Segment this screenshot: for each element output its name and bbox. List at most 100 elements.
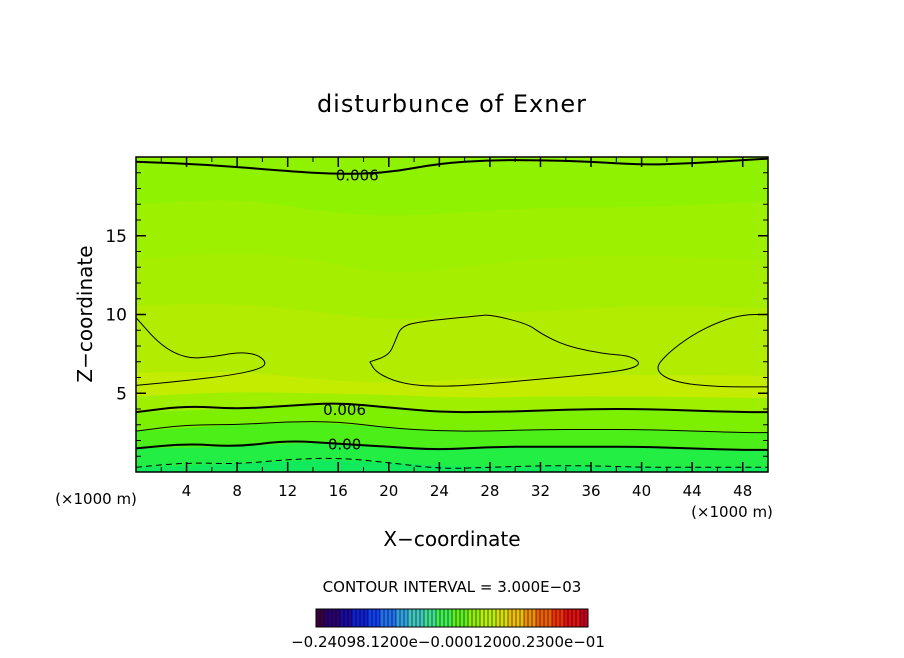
colorbar-swatch [352, 609, 357, 627]
colorbar-swatch [400, 609, 405, 627]
colorbar-swatch [432, 609, 437, 627]
y-tick-label: 15 [105, 227, 127, 247]
colorbar-swatch [472, 609, 477, 627]
x-tick-label: 4 [182, 482, 192, 500]
colorbar-swatch [380, 609, 385, 627]
colorbar-swatch [444, 609, 449, 627]
y-tick-label: 10 [105, 306, 127, 326]
contour-fills [136, 200, 768, 472]
contour-fill-band [136, 460, 768, 472]
contour-line [369, 314, 639, 387]
colorbar-swatch [520, 609, 525, 627]
colorbar-swatch [516, 609, 521, 627]
colorbar-swatch [572, 609, 577, 627]
chart-title: disturbunce of Exner [317, 90, 587, 118]
colorbar-swatch [540, 609, 545, 627]
colorbar-swatch [536, 609, 541, 627]
colorbar-swatch [500, 609, 505, 627]
contour-interval-text: CONTOUR INTERVAL = 3.000E−03 [323, 578, 582, 596]
colorbar-swatch [348, 609, 353, 627]
colorbar-swatch [576, 609, 581, 627]
colorbar-swatch [568, 609, 573, 627]
x-unit-right: (×1000 m) [691, 503, 773, 521]
x-tick-label: 36 [581, 482, 600, 500]
colorbar-swatch [448, 609, 453, 627]
colorbar-swatch [324, 609, 329, 627]
colorbar-swatch [404, 609, 409, 627]
colorbar-swatch [492, 609, 497, 627]
x-tick-label: 40 [632, 482, 651, 500]
x-tick-label: 32 [531, 482, 550, 500]
colorbar [315, 608, 589, 628]
colorbar-swatch [336, 609, 341, 627]
colorbar-swatch [452, 609, 457, 627]
colorbar-swatch [456, 609, 461, 627]
colorbar-swatch [488, 609, 493, 627]
colorbar-swatch [344, 609, 349, 627]
colorbar-swatch [464, 609, 469, 627]
colorbar-swatch [436, 609, 441, 627]
colorbar-swatch [496, 609, 501, 627]
colorbar-swatch [468, 609, 473, 627]
colorbar-swatch [532, 609, 537, 627]
x-tick-label: 20 [379, 482, 398, 500]
colorbar-swatch [396, 609, 401, 627]
x-tick-label: 24 [430, 482, 449, 500]
colorbar-swatch [408, 609, 413, 627]
colorbar-swatch [440, 609, 445, 627]
plot-area [136, 157, 768, 472]
colorbar-swatch [428, 609, 433, 627]
colorbar-swatch [560, 609, 565, 627]
colorbar-swatch [356, 609, 361, 627]
contour-line [136, 421, 768, 434]
colorbar-swatch [368, 609, 373, 627]
x-tick-label: 44 [683, 482, 702, 500]
colorbar-swatch [460, 609, 465, 627]
colorbar-swatch [556, 609, 561, 627]
contour-labels: 0.006 0.006 0.00 [323, 166, 379, 454]
contour-line [136, 317, 266, 386]
x-axis-label: X−coordinate [383, 527, 520, 551]
colorbar-swatch [340, 609, 345, 627]
y-axis-label: Z−coordinate [73, 245, 97, 382]
y-axis-ticks: 5 10 15 [105, 172, 768, 457]
colorbar-swatch [548, 609, 553, 627]
colorbar-swatch [384, 609, 389, 627]
colorbar-swatch [388, 609, 393, 627]
x-tick-label: 48 [733, 482, 752, 500]
colorbar-swatch [508, 609, 513, 627]
colorbar-swatch [580, 609, 585, 627]
colorbar-swatch [504, 609, 509, 627]
colorbar-swatch [316, 609, 321, 627]
contour-label: 0.006 [336, 166, 379, 184]
colorbar-swatch [480, 609, 485, 627]
colorbar-swatch [412, 609, 417, 627]
colorbar-swatch [524, 609, 529, 627]
colorbar-swatch [372, 609, 377, 627]
x-unit-left: (×1000 m) [55, 490, 137, 508]
colorbar-labels: −0.24098.1200e−0.00012000.2300e−01 [291, 633, 605, 651]
colorbar-swatch [584, 609, 589, 627]
contour-label: 0.00 [328, 436, 361, 454]
colorbar-swatch [328, 609, 333, 627]
contour-line [136, 440, 768, 451]
y-tick-label: 5 [116, 384, 127, 404]
x-tick-label: 28 [480, 482, 499, 500]
colorbar-swatch [512, 609, 517, 627]
colorbar-swatch [420, 609, 425, 627]
colorbar-frame [315, 608, 589, 628]
colorbar-swatch [376, 609, 381, 627]
colorbar-swatch [360, 609, 365, 627]
colorbar-swatch [424, 609, 429, 627]
x-tick-label: 12 [278, 482, 297, 500]
colorbar-swatch [564, 609, 569, 627]
x-tick-label: 16 [329, 482, 348, 500]
x-axis-ticks: 4 8 12 16 20 24 28 32 36 40 44 48 [160, 157, 752, 500]
colorbar-swatch [392, 609, 397, 627]
contour-line [136, 402, 768, 414]
colorbar-swatch [552, 609, 557, 627]
colorbar-swatch [364, 609, 369, 627]
colorbar-swatch [320, 609, 325, 627]
